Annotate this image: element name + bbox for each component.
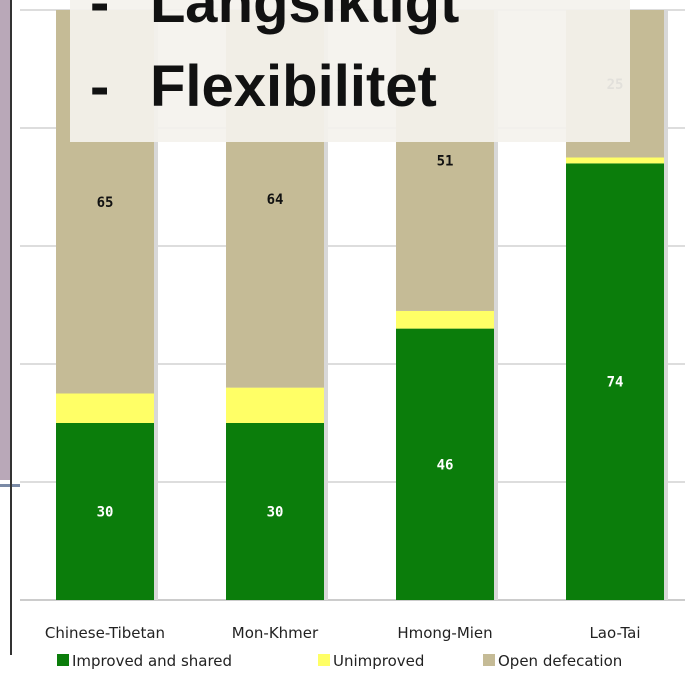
bullet-text: Flexibilitet <box>150 54 437 119</box>
bar-segment <box>56 393 154 423</box>
x-tick-label: Hmong-Mien <box>397 624 492 642</box>
legend-label: Unimproved <box>333 652 424 670</box>
x-tick-label: Chinese-Tibetan <box>45 624 165 642</box>
value-label: 30 <box>267 505 284 521</box>
bar-segment <box>396 310 494 329</box>
legend-swatch <box>318 654 330 666</box>
legend-label: Improved and shared <box>72 652 232 670</box>
value-label: 46 <box>437 457 454 473</box>
legend-swatch <box>483 654 495 666</box>
legend-label: Open defecation <box>498 652 622 670</box>
value-label: 51 <box>437 153 454 169</box>
frame-line <box>10 0 12 655</box>
value-label: 74 <box>607 375 624 391</box>
bullet-marker: - <box>90 0 109 35</box>
value-label: 30 <box>97 505 114 521</box>
photo-edge <box>0 0 10 480</box>
value-label: 64 <box>267 192 284 208</box>
bullet-text: Långsiktigt <box>150 0 459 35</box>
value-label: 65 <box>97 195 114 211</box>
bar-segment <box>226 387 324 423</box>
legend-swatch <box>57 654 69 666</box>
x-tick-label: Lao-Tai <box>589 624 640 642</box>
bar-segment <box>396 328 494 600</box>
bar-segment <box>566 163 664 600</box>
bar-segment <box>566 157 664 164</box>
bullet-marker: - <box>90 54 109 119</box>
bar-segment <box>226 423 324 600</box>
bar-segment <box>56 423 154 600</box>
text-box <box>70 0 630 142</box>
x-tick-label: Mon-Khmer <box>232 624 319 642</box>
